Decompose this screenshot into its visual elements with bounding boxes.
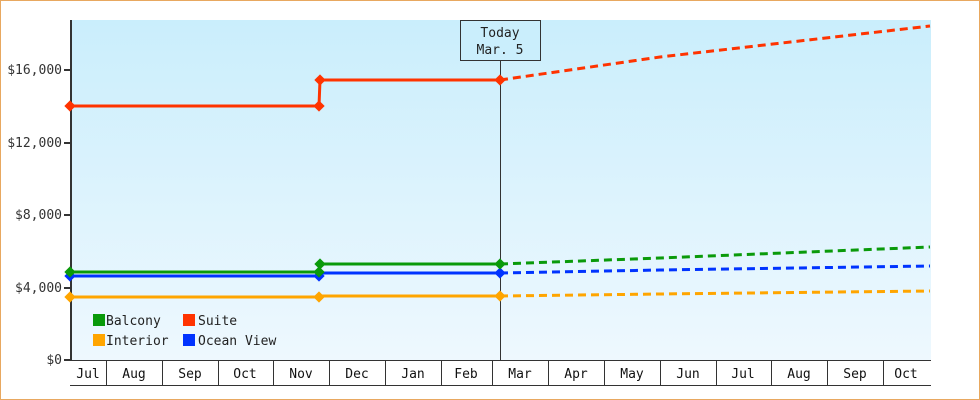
legend-item-ocean-view: Ocean View	[183, 334, 276, 349]
x-tick-label: Apr	[564, 367, 588, 382]
x-tick-label: Dec	[345, 367, 368, 382]
legend-swatch	[183, 334, 195, 346]
legend-swatch	[93, 334, 105, 346]
today-label: Today	[480, 26, 519, 41]
y-tick-label: $16,000	[7, 63, 62, 78]
x-tick-label: Aug	[787, 367, 810, 382]
x-tick-label: Feb	[454, 367, 478, 382]
x-tick-label: Aug	[122, 367, 145, 382]
x-tick-label: Jun	[676, 367, 699, 382]
legend: Balcony Suite Interior Ocean View	[93, 314, 276, 349]
today-marker: Today Mar. 5	[460, 20, 541, 360]
legend-label: Interior	[106, 334, 169, 349]
x-tick-label: May	[620, 367, 644, 382]
y-tick-label: $8,000	[15, 208, 62, 223]
legend-label: Ocean View	[198, 334, 276, 349]
legend-swatch	[183, 314, 195, 326]
x-tick-label: Oct	[894, 367, 917, 382]
x-tick-label: Jul	[76, 367, 99, 382]
y-tick-label: $12,000	[7, 136, 62, 151]
x-tick-label: Sep	[178, 367, 202, 382]
x-axis	[70, 360, 931, 386]
x-tick-label: Jan	[401, 367, 424, 382]
legend-label: Suite	[198, 314, 237, 329]
x-tick-label: Mar	[508, 367, 532, 382]
legend-label: Balcony	[106, 314, 161, 329]
x-tick-label: Sep	[843, 367, 867, 382]
x-tick-label: Oct	[233, 367, 256, 382]
legend-item-balcony: Balcony	[93, 314, 161, 329]
x-tick-labels: Jul Aug Sep Oct Nov Dec Jan Feb Mar Apr …	[76, 367, 917, 382]
y-tick-label: $4,000	[15, 281, 62, 296]
legend-item-suite: Suite	[183, 314, 237, 329]
y-tick-label: $0	[46, 353, 62, 368]
series-balcony	[64, 245, 931, 278]
legend-item-interior: Interior	[93, 334, 169, 349]
y-ticks: $0 $4,000 $8,000 $12,000 $16,000	[7, 63, 71, 368]
series-interior	[64, 289, 931, 303]
legend-swatch	[93, 314, 105, 326]
today-label-box	[460, 20, 541, 61]
x-tick-label: Jul	[731, 367, 754, 382]
x-tick-label: Nov	[289, 367, 313, 382]
today-date: Mar. 5	[477, 43, 524, 58]
